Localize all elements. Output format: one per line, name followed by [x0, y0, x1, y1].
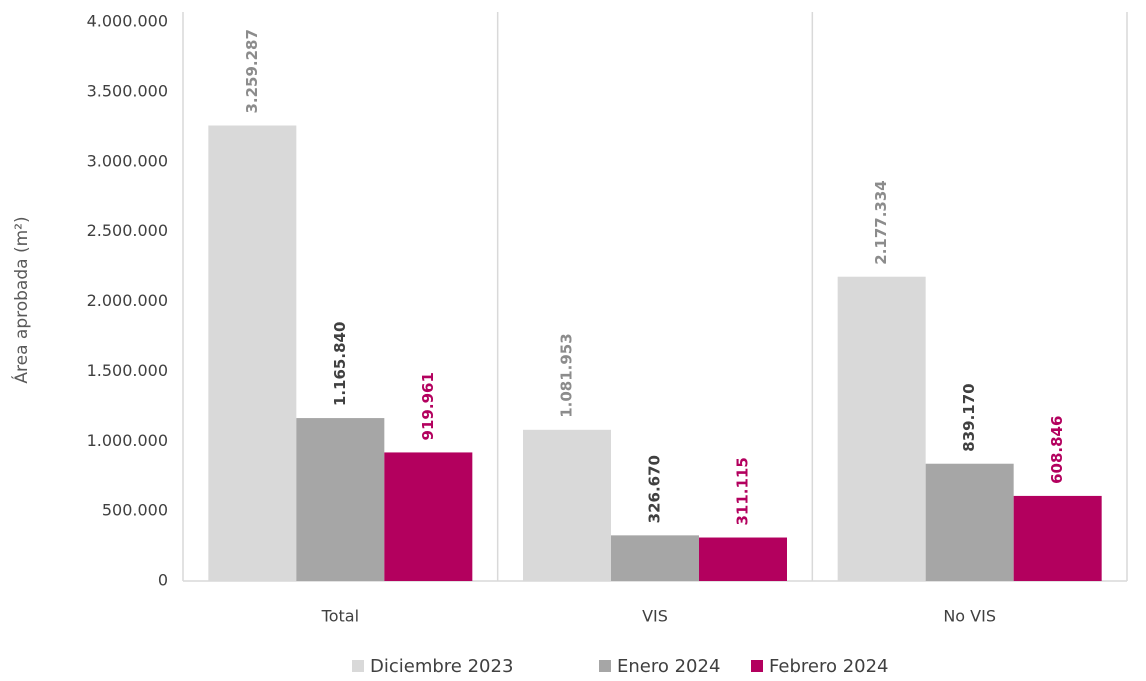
legend-swatch — [751, 660, 763, 672]
data-label: 311.115 — [734, 457, 752, 525]
data-label: 1.165.840 — [331, 322, 349, 406]
data-label: 919.961 — [419, 372, 437, 440]
data-label: 326.670 — [646, 455, 664, 523]
legend-label: Diciembre 2023 — [370, 656, 513, 677]
bar — [699, 537, 787, 581]
legend-swatch — [599, 660, 611, 672]
legend-label: Febrero 2024 — [769, 656, 889, 677]
y-tick-label: 0 — [158, 571, 168, 590]
y-tick-label: 2.500.000 — [87, 221, 168, 240]
y-axis-label: Área aprobada (m²) — [10, 216, 32, 383]
y-tick-label: 1.000.000 — [87, 431, 168, 450]
y-tick-label: 2.000.000 — [87, 291, 168, 310]
data-label: 608.846 — [1048, 416, 1066, 484]
x-tick-label: No VIS — [943, 607, 996, 626]
data-label: 839.170 — [960, 383, 978, 451]
bar — [296, 418, 385, 581]
data-label: 3.259.287 — [243, 29, 261, 113]
bar — [1013, 495, 1102, 581]
y-tick-label: 3.000.000 — [87, 151, 168, 170]
y-tick-label: 1.500.000 — [87, 361, 168, 380]
y-tick-label: 500.000 — [102, 501, 168, 520]
bar — [925, 463, 1014, 581]
bar — [611, 535, 699, 581]
legend-swatch — [352, 660, 364, 672]
bar — [384, 452, 473, 581]
x-tick-label: Total — [321, 607, 359, 626]
y-tick-label: 3.500.000 — [87, 81, 168, 100]
bar — [523, 429, 611, 581]
bar — [208, 125, 297, 581]
data-label: 1.081.953 — [558, 333, 576, 417]
x-tick-label: VIS — [642, 607, 668, 626]
data-label: 2.177.334 — [872, 180, 890, 264]
legend-label: Enero 2024 — [617, 656, 720, 677]
bar — [837, 276, 926, 581]
y-tick-label: 4.000.000 — [87, 12, 168, 31]
